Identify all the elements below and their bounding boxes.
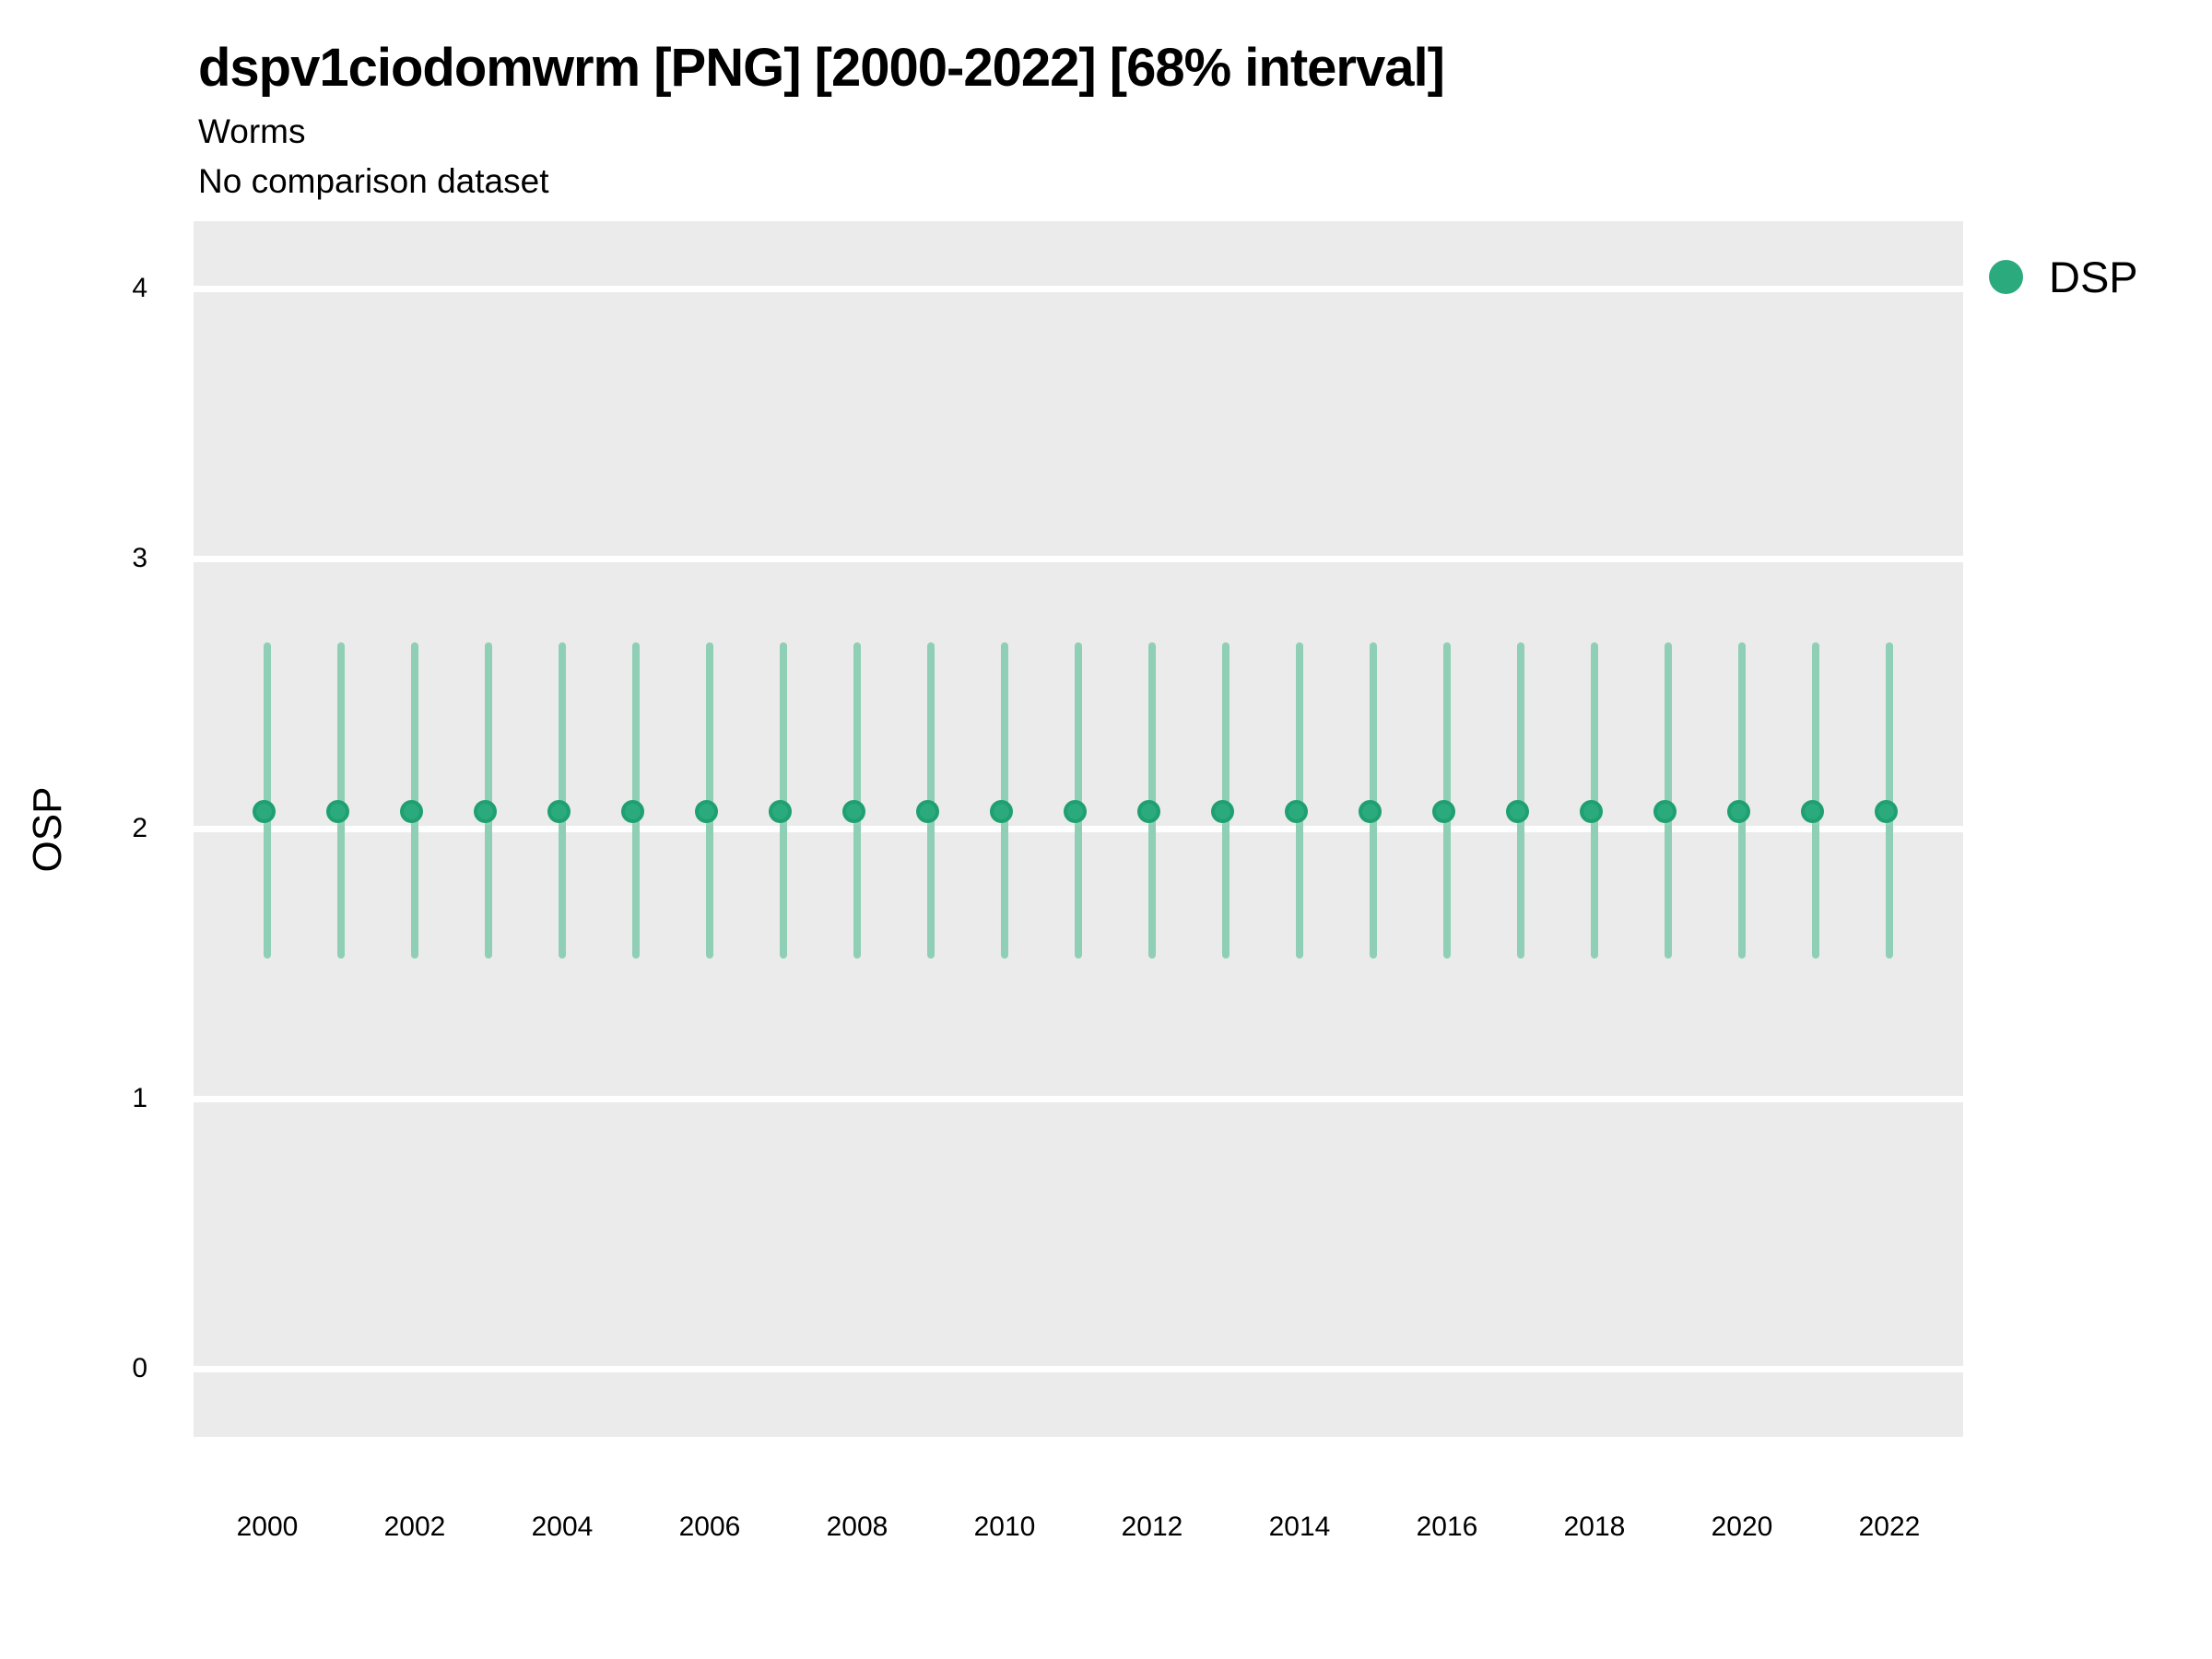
legend: DSP bbox=[1989, 251, 2138, 302]
x-tick-label-2014: 2014 bbox=[1268, 1512, 1331, 1542]
x-tick-label-2016: 2016 bbox=[1416, 1512, 1478, 1542]
x-tick-label-2006: 2006 bbox=[678, 1512, 741, 1542]
gridline-y-3 bbox=[194, 556, 1963, 562]
x-tick-label-2008: 2008 bbox=[826, 1512, 888, 1542]
chart-subtitle: Worms bbox=[198, 112, 306, 150]
y-tick-label-3: 3 bbox=[132, 543, 147, 573]
x-tick-label-2020: 2020 bbox=[1711, 1512, 1773, 1542]
gridline-y-0 bbox=[194, 1366, 1963, 1372]
y-tick-label-4: 4 bbox=[132, 273, 147, 303]
y-tick-label-2: 2 bbox=[132, 813, 147, 843]
gridline-y-1 bbox=[194, 1096, 1963, 1102]
legend-circle-icon bbox=[1989, 259, 2023, 294]
legend-label-dsp: DSP bbox=[2049, 252, 2138, 301]
x-tick-label-2002: 2002 bbox=[383, 1512, 446, 1542]
comparison-note: No comparison dataset bbox=[198, 162, 549, 200]
x-tick-label-2004: 2004 bbox=[531, 1512, 594, 1542]
x-tick-label-2018: 2018 bbox=[1563, 1512, 1626, 1542]
gridline-y-4 bbox=[194, 286, 1963, 292]
chart-title: dspv1ciodomwrm [PNG] [2000-2022] [68% in… bbox=[198, 38, 1445, 98]
y-tick-label-1: 1 bbox=[132, 1083, 147, 1113]
x-tick-label-2010: 2010 bbox=[973, 1512, 1036, 1542]
x-tick-label-2012: 2012 bbox=[1121, 1512, 1183, 1542]
y-tick-label-0: 0 bbox=[132, 1353, 147, 1383]
x-tick-label-2022: 2022 bbox=[1858, 1512, 1921, 1542]
plot-panel bbox=[194, 221, 1963, 1437]
gridline-y-2 bbox=[194, 826, 1963, 832]
x-tick-label-2000: 2000 bbox=[236, 1512, 299, 1542]
